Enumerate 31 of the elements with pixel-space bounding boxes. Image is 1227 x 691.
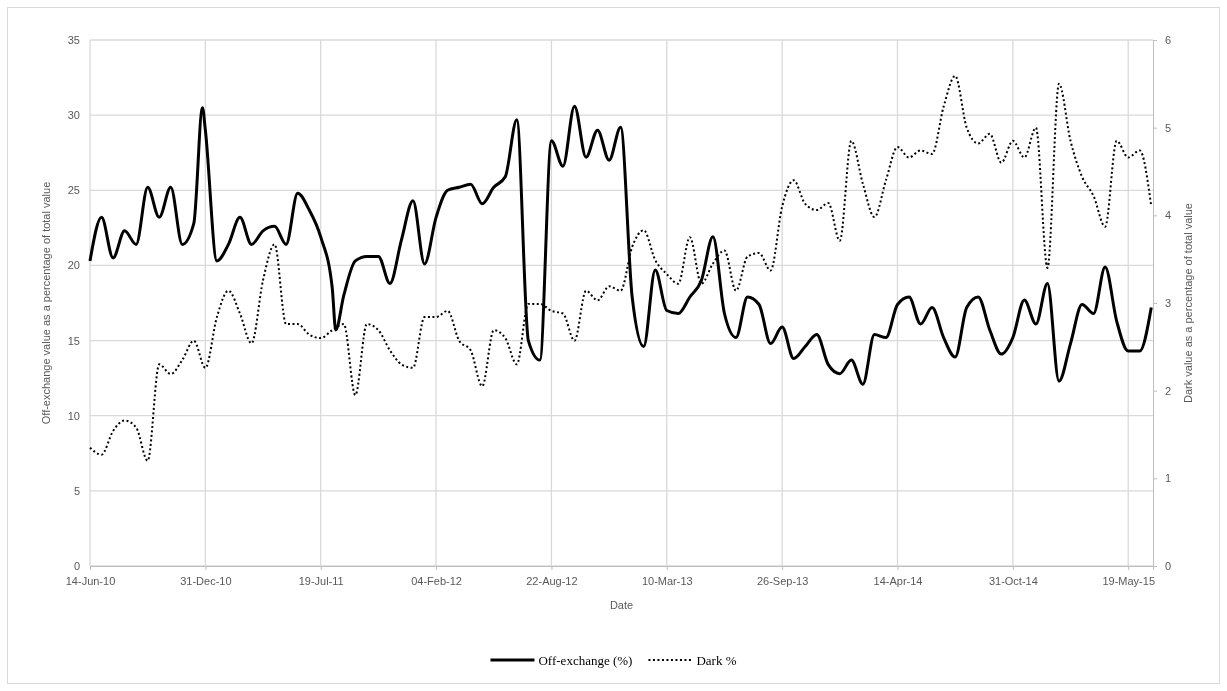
line-series xyxy=(89,74,1153,462)
y2-tick-label: 0 xyxy=(1165,560,1172,573)
x-tick-label: 04-Feb-12 xyxy=(411,575,462,588)
y-tick-label: 5 xyxy=(73,484,80,497)
x-tick-label: 19-May-15 xyxy=(1102,575,1155,588)
x-tick-label: 22-Aug-12 xyxy=(526,575,578,588)
y2-tick-label: 6 xyxy=(1165,34,1172,47)
x-tick-label: 14-Jun-10 xyxy=(65,575,116,588)
y2-tick-label: 1 xyxy=(1165,472,1172,485)
y2-tick-label: 3 xyxy=(1165,297,1172,310)
x-axis-title: Date xyxy=(609,599,634,611)
x-tick-label: 14-Apr-14 xyxy=(873,575,923,588)
y-tick-label: 25 xyxy=(67,184,80,197)
x-tick-label: 31-Dec-10 xyxy=(180,575,232,588)
y2-axis-title: Dark value as a percentage of total value xyxy=(1182,203,1194,403)
legend-label: Off-exchange (%) xyxy=(538,652,633,668)
y2-tick-label: 4 xyxy=(1165,209,1172,222)
y-axis-title: Off-exchange value as a percentage of total value xyxy=(40,181,52,425)
x-tick-label: 19-Jul-11 xyxy=(298,575,344,588)
y2-tick-label: 2 xyxy=(1165,384,1172,397)
y2-tick-label: 5 xyxy=(1165,121,1172,134)
y-tick-label: 20 xyxy=(67,259,80,272)
y-tick-label: 30 xyxy=(67,109,80,122)
y-tick-label: 0 xyxy=(73,560,80,573)
y-tick-label: 15 xyxy=(67,334,80,347)
x-tick-label: 26-Sep-13 xyxy=(756,575,809,588)
legend-label: Dark % xyxy=(696,652,737,668)
y-tick-label: 10 xyxy=(67,409,80,422)
x-tick-label: 31-Oct-14 xyxy=(988,575,1038,588)
y-tick-label: 35 xyxy=(67,34,80,47)
x-tick-label: 10-Mar-13 xyxy=(641,575,693,588)
